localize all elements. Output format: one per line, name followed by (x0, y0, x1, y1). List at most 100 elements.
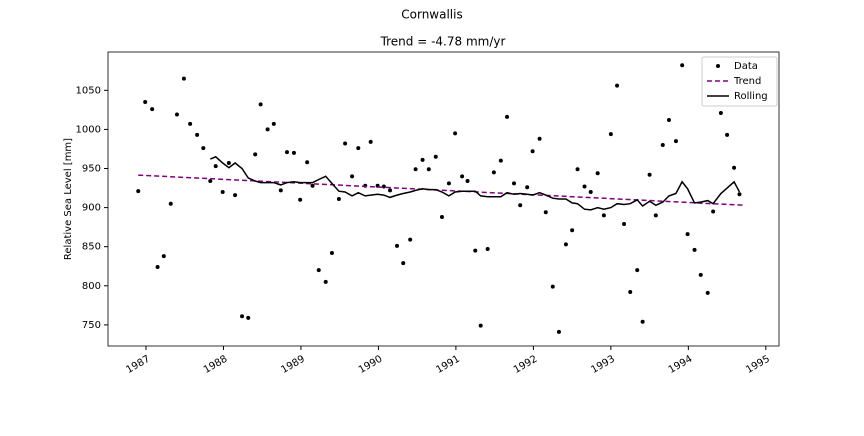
data-point (666, 118, 671, 123)
data-point (446, 181, 451, 186)
data-point (310, 183, 315, 188)
data-point (732, 165, 737, 170)
data-point (181, 76, 186, 81)
data-point (439, 214, 444, 219)
x-tick-label: 1993 (589, 354, 617, 376)
data-point (208, 179, 213, 184)
data-point (291, 150, 296, 155)
data-point (150, 107, 155, 112)
data-point (673, 139, 678, 144)
data-point (426, 167, 431, 172)
data-point (388, 188, 393, 193)
data-point (220, 189, 225, 194)
data-point (711, 209, 716, 214)
data-point (615, 83, 620, 88)
data-point (601, 213, 606, 218)
x-tick-label: 1994 (667, 354, 695, 376)
data-point (174, 112, 179, 117)
data-point (725, 132, 730, 137)
data-point (530, 149, 535, 154)
data-point (498, 158, 503, 163)
chart-title: Cornwallis (401, 8, 462, 22)
x-tick-label: 1990 (357, 354, 385, 376)
data-point (201, 146, 206, 151)
data-point (271, 121, 276, 126)
data-point (413, 167, 418, 172)
x-tick-label: 1987 (124, 354, 152, 376)
data-point (582, 184, 587, 189)
data-point (284, 150, 289, 155)
data-point (640, 319, 645, 324)
data-point (336, 197, 341, 201)
y-axis-label: Relative Sea Level [mm] (63, 138, 74, 260)
data-point (226, 161, 231, 166)
legend-label: Data (734, 61, 758, 72)
data-point (698, 272, 703, 277)
data-point (395, 243, 400, 248)
chart-subtitle: Trend = -4.78 mm/yr (380, 35, 506, 49)
data-point (316, 268, 321, 273)
data-point (595, 171, 600, 176)
x-tick-label: 1992 (512, 354, 540, 376)
data-point (718, 110, 723, 115)
data-point (525, 185, 530, 190)
x-tick-label: 1989 (279, 354, 307, 376)
data-point (213, 164, 218, 169)
data-point (556, 329, 561, 334)
data-point (537, 136, 542, 141)
data-point (420, 157, 425, 162)
data-point (518, 203, 523, 208)
data-point (265, 127, 270, 132)
data-point (653, 213, 658, 218)
data-point (233, 193, 238, 198)
data-point (195, 132, 200, 137)
legend-label: Rolling (734, 91, 768, 102)
data-point (635, 268, 640, 273)
data-point (240, 314, 245, 319)
y-tick-label: 750 (82, 320, 101, 331)
data-point (491, 170, 496, 175)
y-tick-label: 1000 (76, 124, 101, 135)
data-point (608, 132, 613, 137)
data-point (737, 192, 742, 197)
data-point (253, 152, 258, 157)
y-tick-label: 900 (82, 203, 101, 214)
data-point (401, 261, 406, 266)
data-point (473, 248, 478, 253)
data-point (628, 290, 633, 295)
data-point (343, 141, 348, 146)
data-point (563, 242, 568, 247)
data-point (478, 323, 483, 328)
data-point (680, 63, 685, 68)
data-point (433, 154, 438, 159)
y-tick-label: 850 (82, 242, 101, 253)
data-point (512, 181, 517, 186)
data-point (543, 210, 548, 215)
series-line (210, 155, 741, 211)
data-point (647, 172, 652, 177)
data-point (329, 250, 334, 255)
data-point (692, 247, 697, 252)
legend-label: Trend (733, 76, 761, 87)
data-point (305, 160, 310, 165)
data-point (143, 100, 148, 105)
data-point (161, 254, 166, 259)
data-point (350, 174, 355, 179)
data-point (298, 197, 303, 202)
plot-frame (107, 51, 780, 347)
data-point (485, 247, 490, 252)
y-tick-label: 950 (82, 164, 101, 175)
x-tick-label: 1991 (434, 354, 462, 376)
data-point (550, 284, 555, 289)
data-point (188, 121, 193, 126)
data-point (575, 167, 580, 172)
data-point (323, 279, 328, 284)
data-point (258, 102, 263, 107)
legend-box (701, 56, 778, 107)
x-tick-label: 1995 (744, 354, 772, 376)
data-point (356, 146, 361, 151)
y-tick-label: 800 (82, 281, 101, 292)
data-point (570, 228, 575, 233)
series-line (138, 174, 745, 207)
data-point (465, 179, 470, 184)
